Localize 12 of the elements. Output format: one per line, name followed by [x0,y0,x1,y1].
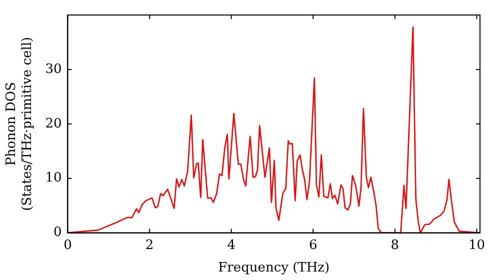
x-tick-label: 6 [308,238,318,253]
y-axis-title: Phonon DOS (States/THz·primitive cell) [4,36,35,211]
x-tick-label: 4 [227,238,236,253]
x-tick-label: 8 [390,238,400,253]
x-axis-title: Frequency (THz) [218,260,330,276]
x-tick-label: 0 [64,238,72,253]
y-tick-label: 10 [45,170,62,186]
x-tick-label: 10 [468,238,485,253]
y-tick-label: 30 [45,62,62,77]
y-tick-label: 20 [45,116,62,132]
x-tick-label: 2 [145,238,154,253]
y-tick-label: 0 [53,225,62,240]
